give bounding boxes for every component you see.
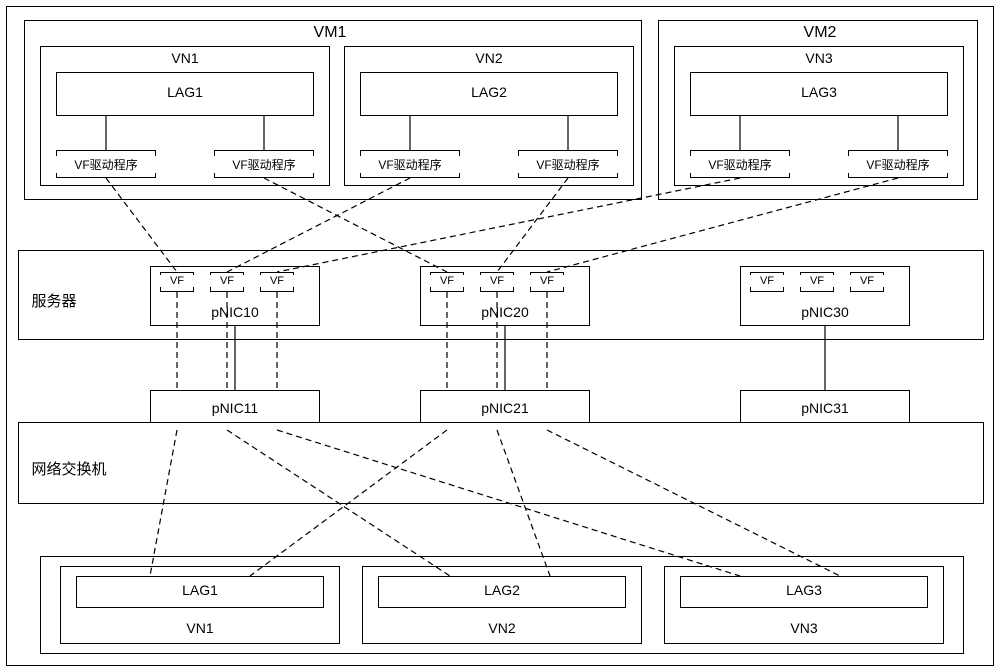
vn3-bot-lag-label: LAG3	[769, 582, 839, 598]
vn2-top-title: VN2	[464, 50, 514, 66]
switch-box	[18, 422, 984, 504]
pnic21-label: pNIC21	[465, 400, 545, 416]
pnic10-label: pNIC10	[195, 304, 275, 320]
vn3-bot-title: VN3	[779, 620, 829, 636]
vn1-drv2-label: VF驱动程序	[214, 156, 314, 173]
vn3-drv1-label: VF驱动程序	[690, 156, 790, 173]
pnic10-vf2-label: VF	[210, 275, 244, 287]
vn2-drv1-label: VF驱动程序	[360, 156, 460, 173]
pnic10-vf1-label: VF	[160, 275, 194, 287]
pnic30-vf3-label: VF	[850, 275, 884, 287]
vn1-drv1-label: VF驱动程序	[56, 156, 156, 173]
vn2-drv2-label: VF驱动程序	[518, 156, 618, 173]
pnic30-vf1-label: VF	[750, 275, 784, 287]
pnic20-vf1-label: VF	[430, 275, 464, 287]
pnic11-label: pNIC11	[195, 400, 275, 416]
vn1-top-title: VN1	[160, 50, 210, 66]
vm1-title: VM1	[300, 24, 360, 42]
pnic31-label: pNIC31	[785, 400, 865, 416]
vn1-bot-title: VN1	[175, 620, 225, 636]
diagram-root: VM1 VN1 LAG1 VF驱动程序 VF驱动程序 VN2 LAG2 VF驱动…	[0, 0, 1000, 672]
pnic20-vf3-label: VF	[530, 275, 564, 287]
pnic30-label: pNIC30	[785, 304, 865, 320]
vn3-top-title: VN3	[794, 50, 844, 66]
server-label: 服务器	[24, 290, 84, 311]
pnic10-vf3-label: VF	[260, 275, 294, 287]
vn2-bot-lag-label: LAG2	[467, 582, 537, 598]
pnic30-vf2-label: VF	[800, 275, 834, 287]
pnic20-label: pNIC20	[465, 304, 545, 320]
vn3-drv2-label: VF驱动程序	[848, 156, 948, 173]
vn1-bot-lag-label: LAG1	[165, 582, 235, 598]
pnic20-vf2-label: VF	[480, 275, 514, 287]
vn1-lag-label: LAG1	[150, 84, 220, 100]
vn2-bot-title: VN2	[477, 620, 527, 636]
vn3-lag-label: LAG3	[784, 84, 854, 100]
vn2-lag-label: LAG2	[454, 84, 524, 100]
switch-label: 网络交换机	[24, 458, 114, 479]
vm2-title: VM2	[790, 24, 850, 42]
